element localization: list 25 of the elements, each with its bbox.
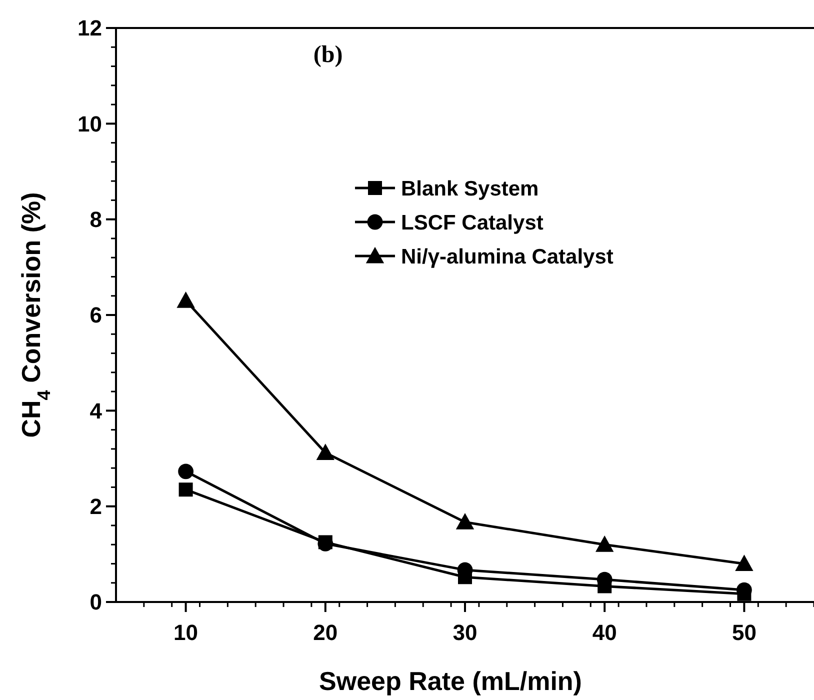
y-tick-label: 6 (90, 302, 102, 328)
x-tick-label: 40 (592, 620, 617, 645)
y-tick-label: 2 (90, 494, 102, 520)
point (596, 536, 614, 552)
point (176, 292, 195, 308)
annotation: (b) (313, 42, 343, 68)
x-tick-label: 10 (174, 620, 198, 645)
point (316, 444, 334, 460)
point (178, 482, 193, 497)
y-tick-label: 4 (90, 398, 103, 424)
point (737, 586, 752, 601)
x-tick-label: 30 (452, 620, 478, 645)
point (735, 554, 754, 572)
y-tick-label: 8 (90, 207, 102, 232)
y-tick-label: 10 (78, 111, 102, 136)
y-tick-label: 0 (90, 590, 102, 615)
legend-label: Blank System (401, 177, 539, 200)
legend-label: LSCF Catalyst (401, 211, 544, 234)
point (178, 464, 194, 480)
x-tick-label: 20 (313, 620, 338, 645)
point (456, 513, 474, 530)
x-tick-label: 50 (732, 620, 756, 645)
x-axis-title: Sweep Rate (mL/min) (319, 666, 582, 696)
legend-label: Ni/γ-alumina Catalyst (401, 245, 614, 268)
y-tick-label: 12 (78, 16, 102, 41)
